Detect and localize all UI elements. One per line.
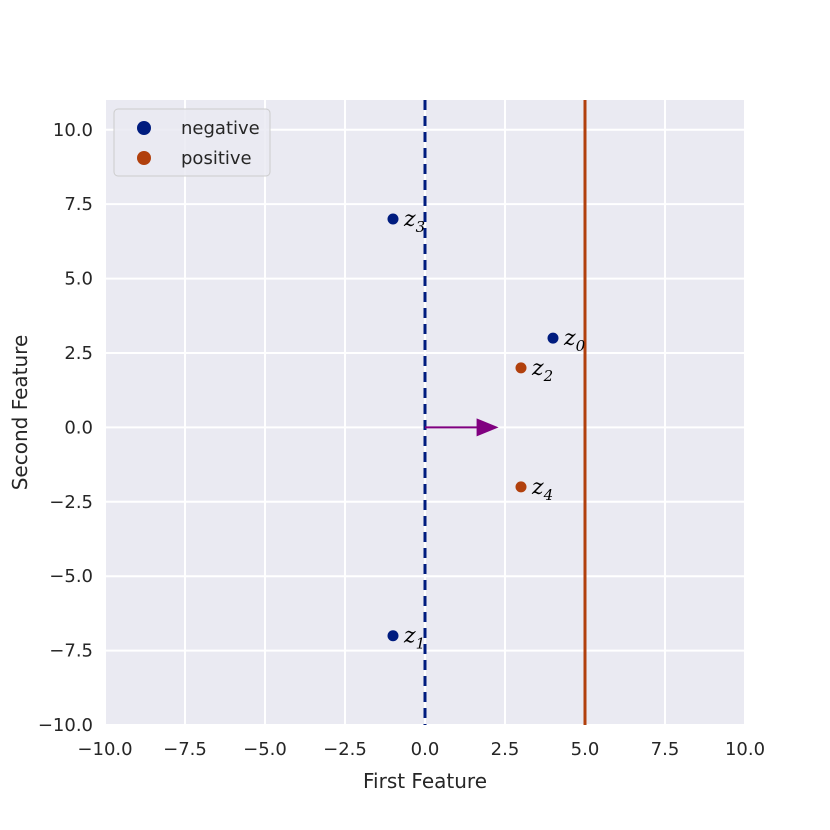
negative-point — [387, 213, 399, 225]
legend-box — [113, 108, 271, 177]
positive-point — [515, 481, 527, 493]
x-tick-labels: −10.0 −7.5 −5.0 −2.5 0.0 2.5 5.0 7.5 10.0 — [77, 739, 765, 760]
x-tick-label: −7.5 — [163, 739, 207, 760]
y-axis-label: Second Feature — [8, 335, 32, 491]
y-tick-label: 5.0 — [64, 269, 93, 290]
x-tick-label: 2.5 — [491, 739, 520, 760]
legend: negative positive — [113, 108, 271, 177]
y-tick-label: 0.0 — [64, 417, 93, 438]
point-label-subscript: 0 — [576, 337, 586, 355]
x-tick-label: −2.5 — [323, 739, 367, 760]
negative-point — [387, 630, 399, 642]
x-tick-label: −5.0 — [243, 739, 287, 760]
point-label-subscript: 3 — [416, 218, 426, 236]
legend-marker — [137, 121, 151, 135]
reference-lines — [423, 100, 587, 725]
y-tick-label: −10.0 — [38, 715, 93, 736]
y-tick-label: −5.0 — [49, 566, 93, 587]
negative-point — [547, 332, 559, 344]
legend-label: negative — [181, 118, 260, 139]
y-tick-label: −7.5 — [49, 641, 93, 662]
x-tick-label: 10.0 — [725, 739, 765, 760]
y-tick-label: 2.5 — [64, 343, 93, 364]
x-tick-label: −10.0 — [77, 739, 132, 760]
arrow-head — [476, 418, 499, 437]
legend-label: positive — [181, 148, 252, 169]
legend-marker — [137, 151, 151, 165]
x-tick-label: 5.0 — [571, 739, 600, 760]
x-axis-label: First Feature — [363, 769, 487, 793]
direction-arrow — [425, 418, 499, 437]
point-label-subscript: 4 — [543, 486, 554, 504]
y-tick-label: 7.5 — [64, 194, 93, 215]
positive-point — [515, 362, 527, 374]
x-tick-label: 0.0 — [411, 739, 440, 760]
point-label-subscript: 2 — [543, 367, 554, 385]
y-tick-label: −2.5 — [49, 492, 93, 513]
x-tick-label: 7.5 — [651, 739, 680, 760]
point-label-subscript: 1 — [416, 635, 426, 653]
y-tick-label: 10.0 — [53, 120, 93, 141]
y-tick-labels: −10.0 −7.5 −5.0 −2.5 0.0 2.5 5.0 7.5 10.0 — [38, 120, 93, 736]
